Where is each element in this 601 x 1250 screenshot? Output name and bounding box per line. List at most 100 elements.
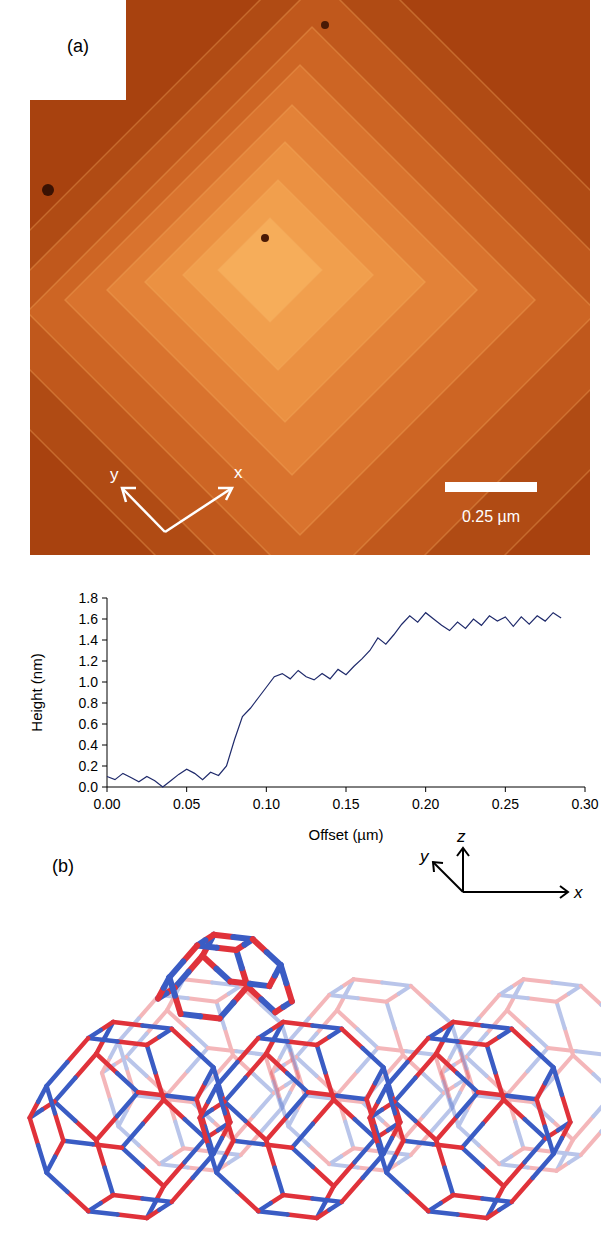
bond-o	[164, 1162, 185, 1186]
bond-si	[88, 1211, 117, 1214]
bond-si	[507, 1096, 536, 1099]
x-arrow	[165, 488, 232, 532]
bond-o	[184, 979, 213, 982]
bond-o	[512, 1029, 533, 1048]
x-tick-label: 0.25	[492, 796, 519, 812]
bond-si	[569, 1155, 581, 1163]
bond-o	[341, 979, 353, 987]
terrace	[107, 105, 477, 475]
bond-si	[458, 1042, 466, 1069]
bond-o	[308, 1092, 337, 1095]
y-tick-label: 0.6	[79, 716, 99, 732]
figure: (a)xy0.25 µm0.00.20.40.60.81.01.21.41.61…	[0, 0, 601, 1250]
bond-o	[283, 1022, 312, 1025]
bond-si	[287, 1092, 308, 1116]
bond-si	[317, 1045, 325, 1072]
bond-o	[139, 1145, 159, 1164]
bond-si	[399, 986, 411, 994]
bond-o	[354, 979, 383, 982]
bond-si	[387, 1173, 408, 1192]
bond-o	[479, 995, 499, 1018]
bond-si	[533, 1154, 554, 1178]
bond-o	[313, 1100, 334, 1124]
bond-o	[511, 979, 523, 987]
x-arrowhead	[218, 488, 232, 500]
bond-si	[403, 1141, 432, 1144]
bond-si	[225, 1078, 246, 1102]
bond-si	[220, 1002, 234, 1018]
bond-si	[355, 1138, 376, 1162]
bond-si	[233, 1141, 262, 1144]
bond-si	[532, 1079, 552, 1102]
bond-si	[175, 972, 189, 988]
y-tick-label: 0.0	[79, 779, 99, 795]
bond-o	[234, 986, 248, 1002]
bond-o	[358, 998, 387, 1001]
bond-si	[217, 1173, 238, 1192]
bond-o	[386, 994, 398, 1002]
y-tick	[102, 619, 107, 620]
cage	[200, 1022, 401, 1218]
bond-o	[309, 995, 329, 1018]
bond-o	[562, 1122, 570, 1138]
bond-si	[117, 1092, 138, 1116]
bond-o	[556, 1163, 568, 1171]
bond-o	[395, 1113, 403, 1140]
x-tick	[505, 787, 506, 792]
y-arrowhead	[122, 488, 136, 502]
bond-o	[189, 956, 203, 972]
framework	[30, 935, 601, 1218]
cage	[102, 979, 298, 1171]
bond-si	[147, 1045, 155, 1072]
bond-si	[378, 1145, 386, 1172]
bond-si	[47, 1173, 68, 1192]
bond-o	[528, 998, 557, 1001]
bond-si	[258, 1211, 287, 1214]
y-tick-label: 1.6	[79, 611, 99, 627]
bond-o	[337, 1010, 357, 1029]
bond-si	[462, 1124, 483, 1148]
bond-o	[118, 1042, 147, 1045]
bond-si	[142, 1198, 171, 1201]
x-tick	[186, 787, 187, 792]
y-axis-title: Height (nm)	[28, 653, 45, 731]
bond-o	[458, 1042, 487, 1045]
y-tick	[102, 682, 107, 683]
bond-o	[395, 1141, 403, 1157]
bond-o	[30, 1118, 38, 1145]
y-tick	[102, 724, 107, 725]
terrace	[30, 0, 590, 555]
bond-o	[512, 1178, 533, 1202]
bond-si	[292, 1148, 313, 1167]
terrace	[183, 180, 373, 370]
bond-o	[342, 1029, 363, 1048]
bond-si	[482, 1198, 511, 1201]
bond-o	[237, 1038, 258, 1062]
bond-si	[213, 1138, 221, 1154]
bond-si	[556, 1002, 564, 1029]
bond-o	[309, 1145, 329, 1164]
y-tick-label: 1.2	[79, 653, 99, 669]
bond-si	[47, 1157, 55, 1173]
bond-si	[167, 1096, 196, 1099]
y-arrow	[433, 862, 463, 892]
bond-si	[236, 1051, 265, 1054]
bond-o	[334, 1100, 355, 1119]
bond-o	[342, 1178, 363, 1202]
bond-si	[387, 1157, 395, 1173]
panel-label: (a)	[67, 36, 89, 56]
y-arrow	[122, 488, 165, 532]
bond-o	[288, 1215, 317, 1218]
bond-o	[433, 1144, 462, 1147]
bond-o	[96, 1054, 117, 1073]
bond-o	[138, 1092, 167, 1095]
bond-o	[171, 1148, 183, 1156]
y-tick	[102, 598, 107, 599]
bond-si	[383, 1138, 391, 1154]
bond-o	[453, 1022, 482, 1025]
bond-si	[122, 1148, 143, 1167]
bond-si	[545, 1127, 553, 1154]
bond-si	[253, 1093, 273, 1116]
bond-o	[75, 1054, 96, 1078]
y-tick-label: 1.8	[79, 590, 99, 606]
